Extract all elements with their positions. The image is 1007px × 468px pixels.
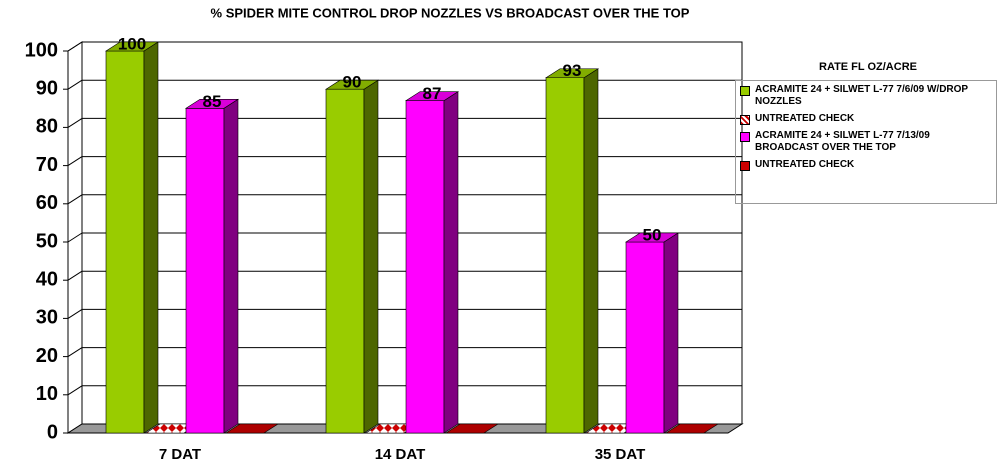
- y-tick-label: 100: [25, 39, 58, 61]
- legend-label: ACRAMITE 24 + SILWET L-77 7/6/09 W/DROP …: [755, 84, 968, 107]
- y-tick-label: 60: [36, 192, 58, 214]
- bar-front: [185, 108, 225, 434]
- data-label: 100: [118, 34, 146, 53]
- legend-entry: ACRAMITE 24 + SILWET L-77 7/13/09 BROADC…: [740, 130, 992, 154]
- data-label: 87: [423, 84, 442, 103]
- bar-front: [105, 50, 145, 434]
- bar-top: [404, 91, 460, 101]
- legend-entry: UNTREATED CHECK: [740, 159, 992, 171]
- legend-label: ACRAMITE 24 + SILWET L-77 7/13/09 BROADC…: [755, 130, 930, 153]
- legend-title: RATE FL OZ/ACRE: [819, 61, 917, 73]
- grid-line: [67, 194, 83, 205]
- x-tick-label: 35 DAT: [595, 446, 646, 463]
- grid-line: [67, 270, 83, 281]
- legend-swatch: [740, 86, 750, 96]
- bar-front: [545, 77, 585, 434]
- legend-entry: ACRAMITE 24 + SILWET L-77 7/6/09 W/DROP …: [740, 84, 992, 108]
- bar: [184, 98, 240, 434]
- bar-front: [325, 88, 365, 434]
- bar-top: [624, 232, 680, 243]
- grid-line: [67, 117, 83, 128]
- bar: [664, 423, 720, 434]
- grid-line: [67, 156, 83, 167]
- bar: [224, 423, 280, 434]
- bar-side: [363, 79, 379, 434]
- y-tick-label: 0: [47, 421, 58, 443]
- bar-side: [143, 41, 159, 434]
- grid-line: [67, 41, 83, 52]
- bar: [104, 41, 160, 434]
- bar-top: [184, 99, 240, 109]
- bar: [404, 91, 460, 434]
- bar-side: [443, 91, 459, 434]
- data-label: 85: [203, 92, 222, 111]
- chart-title: % SPIDER MITE CONTROL DROP NOZZLES VS BR…: [211, 5, 690, 20]
- bar-top: [444, 423, 500, 434]
- bar-front: [625, 241, 665, 434]
- bar: [324, 79, 380, 434]
- y-tick-label: 80: [36, 116, 58, 138]
- legend-swatch: [740, 161, 750, 171]
- legend: ACRAMITE 24 + SILWET L-77 7/6/09 W/DROP …: [735, 80, 997, 204]
- legend-label: UNTREATED CHECK: [755, 113, 855, 124]
- bar: [544, 68, 600, 434]
- bar-top: [324, 79, 380, 90]
- bar-front: [405, 100, 445, 434]
- x-tick-label: 14 DAT: [375, 446, 426, 463]
- bar-side: [223, 98, 239, 434]
- y-tick-label: 70: [36, 154, 58, 176]
- legend-entry: UNTREATED CHECK: [740, 113, 992, 125]
- bar: [444, 423, 500, 434]
- grid-line: [67, 385, 83, 396]
- data-label: 90: [343, 73, 362, 92]
- bar: [624, 232, 680, 434]
- x-tick-label: 7 DAT: [159, 446, 201, 463]
- y-tick-label: 50: [36, 230, 58, 252]
- bar-side: [663, 232, 679, 434]
- legend-swatch: [740, 115, 750, 125]
- y-tick-label: 90: [36, 77, 58, 99]
- bar-top: [544, 68, 600, 79]
- y-tick-label: 20: [36, 345, 58, 367]
- grid-line: [67, 308, 83, 319]
- y-tick-label: 30: [36, 307, 58, 329]
- y-tick-label: 40: [36, 268, 58, 290]
- legend-label: UNTREATED CHECK: [755, 159, 855, 170]
- data-label: 50: [643, 225, 662, 244]
- legend-swatch: [740, 132, 750, 142]
- bar-top: [104, 41, 160, 52]
- y-tick-label: 10: [36, 383, 58, 405]
- bar-top: [664, 423, 720, 434]
- bar-side: [583, 68, 599, 434]
- data-label: 93: [563, 61, 582, 80]
- bar-top: [224, 423, 280, 434]
- grid-line: [67, 232, 83, 243]
- grid-line: [67, 79, 83, 90]
- grid-line: [67, 347, 83, 358]
